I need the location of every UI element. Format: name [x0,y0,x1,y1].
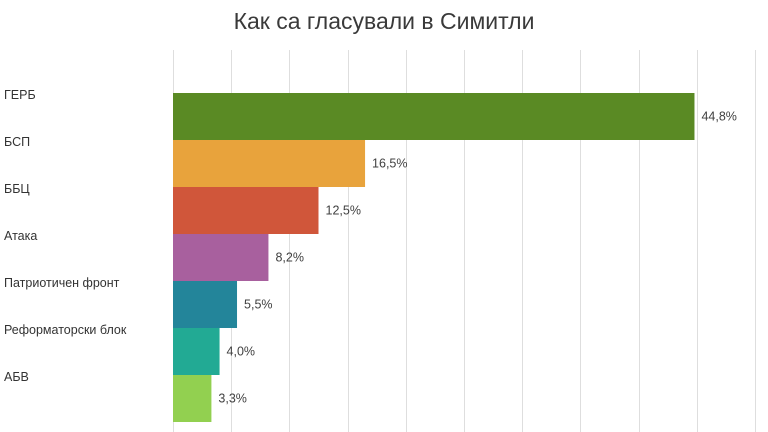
bar [173,234,269,281]
category-label: ББЦ [4,182,30,196]
bar [173,93,695,140]
bar [173,187,319,234]
data-label: 5,5% [244,298,273,312]
data-label: 4,0% [227,345,256,359]
category-label: АБВ [4,370,29,384]
category-label: Атака [4,229,37,243]
category-label: БСП [4,135,30,149]
category-label: Патриотичен фронт [4,276,120,290]
bar [173,328,220,375]
category-label: Реформаторски блок [4,323,127,337]
category-label: ГЕРБ [4,88,36,102]
data-label: 8,2% [275,251,304,265]
bar [173,375,212,422]
data-label: 12,5% [326,204,361,218]
chart-title: Как са гласували в Симитли [233,8,535,34]
data-label: 16,5% [372,157,407,171]
bar [173,140,366,187]
bar [173,281,238,328]
data-label: 44,8% [701,110,736,124]
data-label: 3,3% [218,392,247,406]
